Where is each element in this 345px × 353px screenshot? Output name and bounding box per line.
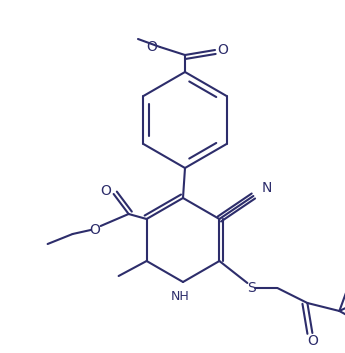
Text: O: O <box>100 184 111 198</box>
Text: O: O <box>307 334 318 348</box>
Text: O: O <box>147 40 157 54</box>
Text: O: O <box>218 43 228 57</box>
Text: O: O <box>89 223 100 237</box>
Text: NH: NH <box>171 289 189 303</box>
Text: N: N <box>261 181 272 195</box>
Text: S: S <box>247 281 256 295</box>
